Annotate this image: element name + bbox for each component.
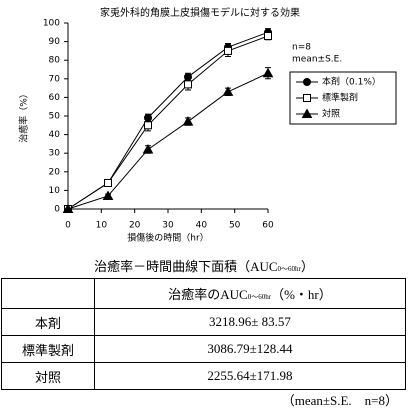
- series-line: [67, 35, 269, 210]
- header-cell: 治癒率のAUC0～60hr（%・hr）: [94, 278, 406, 309]
- cell: 対照: [1, 362, 95, 390]
- cell: 2255.64±171.98: [94, 362, 406, 390]
- x-tick-label: 60: [262, 221, 274, 231]
- marker: [264, 32, 272, 41]
- x-tick-label: 40: [196, 221, 208, 231]
- y-tick-label: 30: [49, 149, 61, 159]
- cell: 標準製剤: [1, 335, 95, 363]
- legend-label: 対照: [322, 108, 340, 120]
- y-tick-label: 50: [49, 112, 61, 122]
- marker: [262, 67, 274, 78]
- cell: 本剤: [1, 308, 95, 336]
- cell: 3086.79±128.44: [94, 335, 406, 363]
- annotation: n=8: [292, 43, 311, 53]
- chart-title: 家兎外科的角膜上皮損傷モデルに対する効果: [100, 6, 300, 19]
- y-tick-label: 100: [43, 19, 60, 29]
- header-cell: [1, 278, 95, 309]
- y-tick-label: 40: [49, 130, 61, 140]
- marker: [144, 121, 152, 130]
- x-tick-label: 50: [229, 221, 241, 231]
- x-tick-label: 20: [129, 221, 141, 231]
- header-sub: 0～60hr: [247, 293, 272, 301]
- x-tick-label: 0: [65, 221, 71, 231]
- y-tick-label: 10: [49, 186, 61, 196]
- y-tick-label: 20: [49, 167, 61, 177]
- row: 標準製剤 3086.79±128.44: [1, 335, 406, 363]
- marker: [104, 178, 112, 187]
- table-section: 治癒率－時間曲線下面積（AUC0～60hr） 治癒率のAUC0～60hr（%・h…: [0, 256, 408, 412]
- marker: [184, 80, 192, 89]
- y-tick-label: 60: [49, 93, 61, 103]
- caption-sub: 0～60hr: [277, 265, 301, 273]
- table-footer: （mean±S.E. n=8）: [281, 393, 398, 408]
- legend-marker: [301, 108, 313, 118]
- header-row: 治癒率のAUC0～60hr（%・hr）: [1, 278, 406, 309]
- chart: 家兎外科的角膜上皮損傷モデルに対する効果 損傷後の時間（hr） 治癒率（%） n…: [18, 6, 397, 244]
- x-tick-label: 30: [162, 221, 174, 231]
- header-end: （%・hr）: [271, 287, 332, 302]
- row: 対照 2255.64±171.98: [1, 362, 406, 390]
- cell: 3218.96± 83.57: [94, 308, 406, 336]
- caption-text: 治癒率－時間曲線下面積（AUC: [94, 259, 278, 274]
- marker: [182, 116, 194, 126]
- marker: [102, 190, 114, 200]
- caption-end: ）: [300, 259, 314, 274]
- marker: [62, 203, 74, 213]
- series-line: [67, 72, 269, 210]
- legend-marker: [303, 78, 311, 86]
- row: 本剤 3218.96± 83.57: [1, 308, 406, 336]
- legend-label: 本剤（0.1%）: [322, 76, 381, 88]
- table-caption: 治癒率－時間曲線下面積（AUC0～60hr）: [0, 256, 408, 278]
- y-axis-label: 治癒率（%）: [18, 89, 30, 143]
- x-axis-label: 損傷後の時間（hr）: [127, 232, 208, 244]
- marker: [222, 86, 234, 96]
- x-tick-label: 10: [96, 221, 108, 231]
- y-tick-label: 80: [49, 56, 61, 66]
- marker: [224, 46, 232, 55]
- annotation: mean±S.E.: [292, 55, 342, 65]
- marker: [142, 143, 154, 154]
- header-text: 治癒率のAUC: [168, 287, 248, 302]
- legend-label: 標準製剤: [322, 92, 358, 104]
- series-line: [67, 31, 269, 210]
- y-tick-label: 0: [54, 205, 60, 215]
- y-tick-label: 70: [49, 74, 61, 84]
- table: 治癒率のAUC0～60hr（%・hr） 本剤 3218.96± 83.57 標準製…: [1, 278, 406, 390]
- y-tick-label: 90: [49, 37, 61, 47]
- legend-marker: [303, 94, 311, 102]
